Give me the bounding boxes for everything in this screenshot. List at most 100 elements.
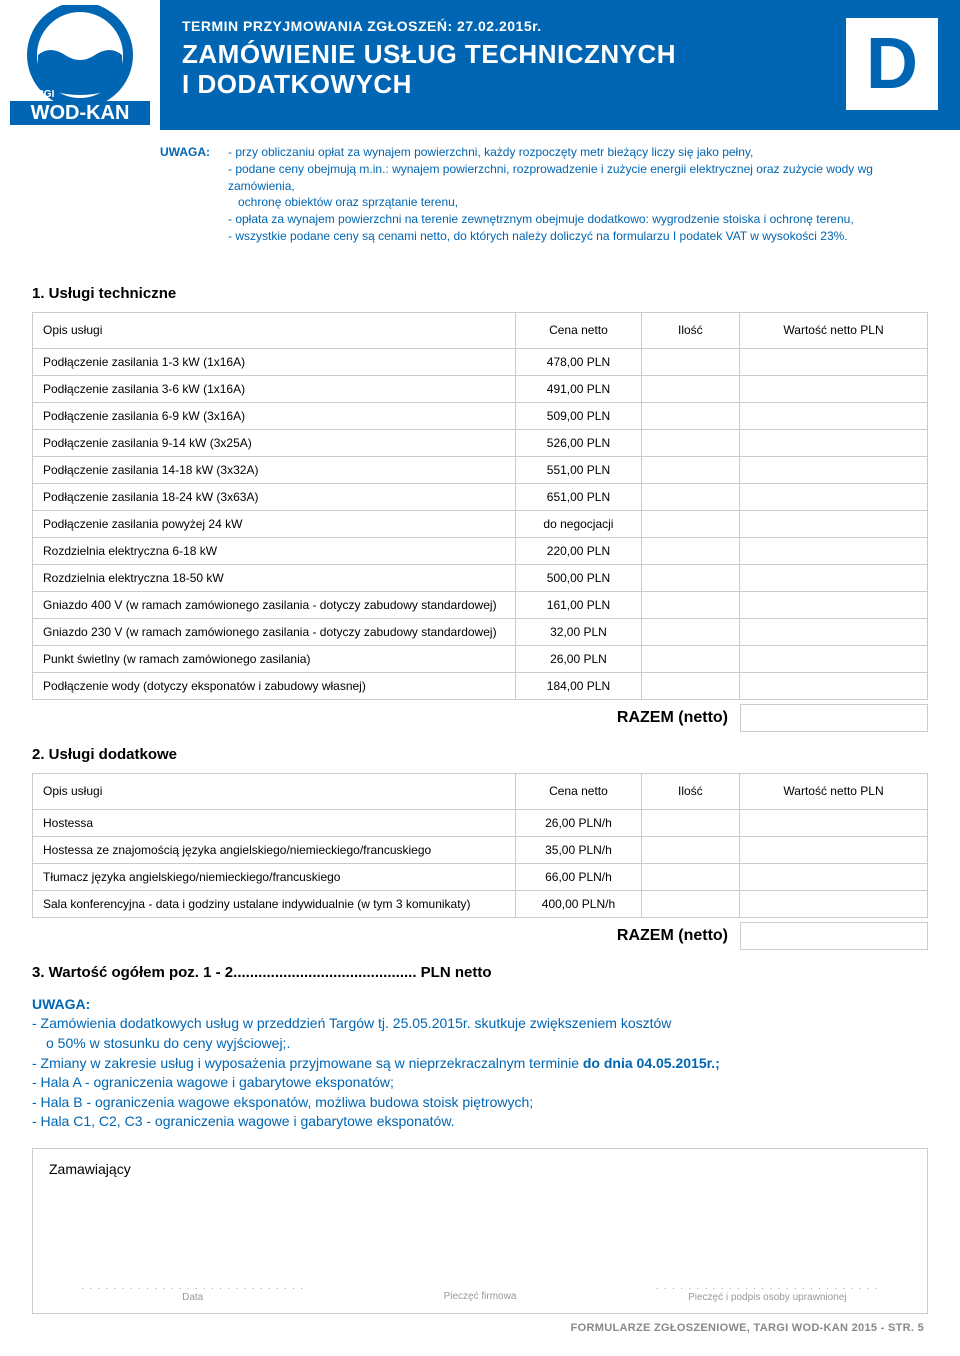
cell-val[interactable] xyxy=(740,483,928,510)
col-price: Cena netto xyxy=(516,773,641,809)
cell-qty[interactable] xyxy=(641,809,739,836)
cell-val[interactable] xyxy=(740,402,928,429)
table-row: Podłączenie zasilania 3-6 kW (1x16A)491,… xyxy=(33,375,928,402)
uwaga-line: - Hala A - ograniczenia wagowe i gabaryt… xyxy=(32,1073,928,1093)
table-row: Podłączenie zasilania 1-3 kW (1x16A)478,… xyxy=(33,348,928,375)
cell-val[interactable] xyxy=(740,809,928,836)
cell-qty[interactable] xyxy=(641,836,739,863)
sig-date: . . . . . . . . . . . . . . . . . . . . … xyxy=(49,1280,336,1303)
cell-val[interactable] xyxy=(740,456,928,483)
header-banner: TERMIN PRZYJMOWANIA ZGŁOSZEŃ: 27.02.2015… xyxy=(160,0,960,130)
cell-val[interactable] xyxy=(740,429,928,456)
table-additional: Opis usługi Cena netto Ilość Wartość net… xyxy=(32,773,928,918)
cell-qty[interactable] xyxy=(641,645,739,672)
razem2-box[interactable] xyxy=(740,922,928,950)
cell-price: 26,00 PLN/h xyxy=(516,809,641,836)
uwaga-line: - Zmiany w zakresie usług i wyposażenia … xyxy=(32,1054,928,1074)
cell-qty[interactable] xyxy=(641,618,739,645)
cell-val[interactable] xyxy=(740,890,928,917)
table-row: Podłączenie zasilania powyżej 24 kWdo ne… xyxy=(33,510,928,537)
table-row: Podłączenie wody (dotyczy eksponatów i z… xyxy=(33,672,928,699)
table-row: Hostessa26,00 PLN/h xyxy=(33,809,928,836)
cell-val[interactable] xyxy=(740,375,928,402)
cell-qty[interactable] xyxy=(641,348,739,375)
cell-qty[interactable] xyxy=(641,537,739,564)
form-letter-box: D xyxy=(846,18,938,110)
cell-val[interactable] xyxy=(740,618,928,645)
uwaga-bottom-head: UWAGA: xyxy=(32,995,928,1015)
col-val: Wartość netto PLN xyxy=(740,773,928,809)
cell-qty[interactable] xyxy=(641,591,739,618)
sig-stamp: Pieczęć firmowa xyxy=(336,1280,623,1303)
table-row: Rozdzielnia elektryczna 6-18 kW220,00 PL… xyxy=(33,537,928,564)
cell-qty[interactable] xyxy=(641,672,739,699)
col-val: Wartość netto PLN xyxy=(740,312,928,348)
table-row: Podłączenie zasilania 14-18 kW (3x32A)55… xyxy=(33,456,928,483)
uwaga-line: - Hala B - ograniczenia wagowe eksponató… xyxy=(32,1093,928,1113)
cell-desc: Podłączenie zasilania 6-9 kW (3x16A) xyxy=(33,402,516,429)
wodkan-logo-icon: TARGI WOD-KAN xyxy=(10,5,150,125)
uwaga-line: ochronę obiektów oraz sprzątanie terenu, xyxy=(220,194,928,211)
cell-val[interactable] xyxy=(740,672,928,699)
table-row: Tłumacz języka angielskiego/niemieckiego… xyxy=(33,863,928,890)
table-header-row: Opis usługi Cena netto Ilość Wartość net… xyxy=(33,773,928,809)
table-row: Gniazdo 230 V (w ramach zamówionego zasi… xyxy=(33,618,928,645)
cell-price: 491,00 PLN xyxy=(516,375,641,402)
cell-qty[interactable] xyxy=(641,564,739,591)
cell-val[interactable] xyxy=(740,564,928,591)
cell-val[interactable] xyxy=(740,645,928,672)
svg-text:TARGI: TARGI xyxy=(24,89,55,100)
cell-qty[interactable] xyxy=(641,429,739,456)
cell-desc: Rozdzielnia elektryczna 18-50 kW xyxy=(33,564,516,591)
table-row: Sala konferencyjna - data i godziny usta… xyxy=(33,890,928,917)
cell-val[interactable] xyxy=(740,863,928,890)
cell-qty[interactable] xyxy=(641,510,739,537)
cell-qty[interactable] xyxy=(641,890,739,917)
cell-val[interactable] xyxy=(740,510,928,537)
razem1-box[interactable] xyxy=(740,704,928,732)
cell-desc: Podłączenie zasilania 9-14 kW (3x25A) xyxy=(33,429,516,456)
cell-price: 551,00 PLN xyxy=(516,456,641,483)
cell-qty[interactable] xyxy=(641,375,739,402)
page-title: ZAMÓWIENIE USŁUG TECHNICZNYCH I DODATKOW… xyxy=(182,40,938,100)
form-letter: D xyxy=(866,23,918,105)
cell-price: 184,00 PLN xyxy=(516,672,641,699)
cell-price: 526,00 PLN xyxy=(516,429,641,456)
razem1: RAZEM (netto) xyxy=(32,704,928,732)
table-row: Punkt świetlny (w ramach zamówionego zas… xyxy=(33,645,928,672)
cell-price: 35,00 PLN/h xyxy=(516,836,641,863)
signature-box: Zamawiający . . . . . . . . . . . . . . … xyxy=(32,1148,928,1314)
cell-val[interactable] xyxy=(740,591,928,618)
cell-desc: Gniazdo 230 V (w ramach zamówionego zasi… xyxy=(33,618,516,645)
uwaga-line: - Zamówienia dodatkowych usług w przeddz… xyxy=(32,1014,928,1034)
cell-price: 32,00 PLN xyxy=(516,618,641,645)
cell-qty[interactable] xyxy=(641,402,739,429)
cell-desc: Podłączenie wody (dotyczy eksponatów i z… xyxy=(33,672,516,699)
cell-desc: Podłączenie zasilania 1-3 kW (1x16A) xyxy=(33,348,516,375)
cell-price: 66,00 PLN/h xyxy=(516,863,641,890)
razem1-label: RAZEM (netto) xyxy=(617,709,728,727)
cell-desc: Podłączenie zasilania 3-6 kW (1x16A) xyxy=(33,375,516,402)
cell-qty[interactable] xyxy=(641,863,739,890)
uwaga-line: - opłata za wynajem powierzchni na teren… xyxy=(220,211,928,228)
cell-price: do negocjacji xyxy=(516,510,641,537)
cell-val[interactable] xyxy=(740,537,928,564)
cell-qty[interactable] xyxy=(641,456,739,483)
table-row: Gniazdo 400 V (w ramach zamówionego zasi… xyxy=(33,591,928,618)
cell-price: 400,00 PLN/h xyxy=(516,890,641,917)
col-qty: Ilość xyxy=(641,312,739,348)
sig-authorized: . . . . . . . . . . . . . . . . . . . . … xyxy=(624,1280,911,1303)
table-row: Rozdzielnia elektryczna 18-50 kW500,00 P… xyxy=(33,564,928,591)
uwaga-top-lines: - przy obliczaniu opłat za wynajem powie… xyxy=(220,144,928,245)
cell-price: 161,00 PLN xyxy=(516,591,641,618)
cell-val[interactable] xyxy=(740,348,928,375)
section1-title: 1. Usługi techniczne xyxy=(32,285,928,302)
cell-desc: Podłączenie zasilania 18-24 kW (3x63A) xyxy=(33,483,516,510)
cell-qty[interactable] xyxy=(641,483,739,510)
signature-label: Zamawiający xyxy=(49,1161,911,1177)
table-technical: Opis usługi Cena netto Ilość Wartość net… xyxy=(32,312,928,700)
cell-val[interactable] xyxy=(740,836,928,863)
section2-title: 2. Usługi dodatkowe xyxy=(32,746,928,763)
uwaga-line: - wszystkie podane ceny są cenami netto,… xyxy=(220,228,928,245)
table-row: Podłączenie zasilania 18-24 kW (3x63A)65… xyxy=(33,483,928,510)
